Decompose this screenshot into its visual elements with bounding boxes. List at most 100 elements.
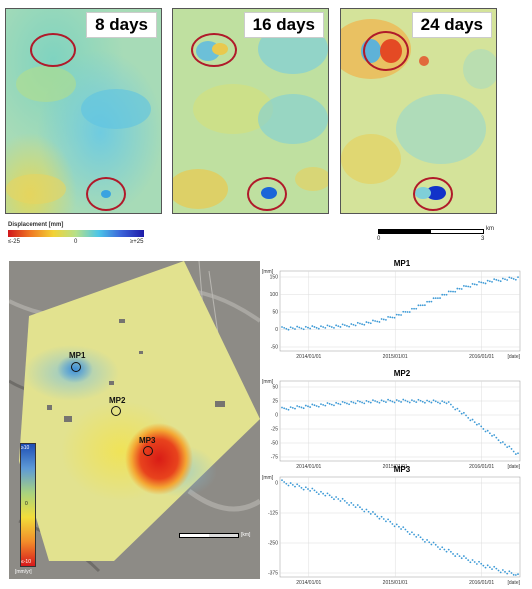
- chart-y-tick: -50: [271, 345, 278, 351]
- chart-point: [411, 307, 413, 310]
- chart-y-tick: -75: [271, 455, 278, 461]
- chart-point: [307, 405, 309, 408]
- chart-point: [391, 400, 394, 403]
- chart-point: [501, 441, 504, 443]
- chart-point: [404, 399, 407, 402]
- chart-point: [389, 316, 392, 319]
- chart-point: [356, 321, 359, 324]
- map-scale-bar: [179, 533, 239, 538]
- map-point-mp1[interactable]: [71, 362, 81, 372]
- velocity-map-graphic: [9, 261, 260, 579]
- chart-point: [378, 321, 381, 323]
- chart-point: [283, 326, 286, 329]
- chart-point: [501, 569, 504, 571]
- chart-point: [447, 290, 450, 293]
- chart-point: [304, 404, 307, 407]
- chart-point: [365, 321, 368, 323]
- chart-point: [504, 278, 506, 281]
- chart-point: [328, 494, 331, 497]
- chart-y-tick: 0: [275, 481, 278, 487]
- chart-point: [514, 453, 517, 455]
- chart-point: [374, 400, 377, 402]
- chart-y-tick: 150: [270, 275, 279, 281]
- chart-point: [315, 405, 318, 407]
- chart-x-unit: [date]: [507, 354, 520, 360]
- chart-point: [324, 494, 327, 497]
- chart-point: [289, 326, 292, 329]
- chart-point: [478, 422, 480, 425]
- chart-point: [439, 297, 441, 299]
- chart-x-unit: [date]: [507, 580, 520, 586]
- chart-point: [413, 533, 415, 536]
- chart-point: [497, 569, 500, 572]
- chart-point: [313, 326, 316, 328]
- chart-y-tick: -250: [268, 541, 278, 547]
- chart-point: [380, 399, 383, 402]
- chart-point: [413, 307, 415, 310]
- chart-x-tick: 2015/01/01: [383, 354, 408, 360]
- chart-point: [350, 400, 353, 403]
- colorbar-mid-label: 0: [25, 501, 28, 507]
- chart-point: [326, 402, 329, 404]
- chart-point: [493, 434, 496, 436]
- chart-y-unit: [mm]: [262, 379, 274, 385]
- chart-point: [382, 318, 385, 321]
- chart-point: [304, 325, 307, 328]
- chart-point: [361, 508, 364, 511]
- chart-point: [469, 561, 472, 564]
- chart-point: [398, 313, 400, 316]
- chart-point: [283, 407, 286, 410]
- chart-point: [387, 315, 389, 318]
- displacement-map-8-days: [6, 9, 161, 213]
- chart-point: [452, 290, 454, 293]
- chart-point: [471, 418, 474, 421]
- chart-y-unit: [mm]: [262, 475, 274, 481]
- chart-point: [348, 504, 351, 506]
- chart-point: [352, 504, 355, 506]
- chart-point: [354, 402, 357, 405]
- chart-point: [478, 560, 480, 563]
- chart-point: [443, 401, 446, 404]
- highlight-circle-upper: [363, 31, 409, 71]
- chart-y-tick: -50: [271, 441, 278, 447]
- chart-point: [467, 416, 470, 419]
- chart-point: [419, 304, 422, 307]
- chart-point: [445, 402, 448, 405]
- map-point-mp3-label: MP3: [139, 436, 156, 445]
- chart-point: [426, 539, 428, 541]
- chart-point: [356, 399, 359, 402]
- chart-point: [324, 404, 327, 407]
- chart-point: [458, 555, 461, 558]
- chart-point: [491, 280, 493, 283]
- chart-point: [300, 327, 303, 330]
- chart-point: [497, 439, 500, 442]
- chart-point: [361, 323, 364, 326]
- displacement-colorbar: [8, 230, 144, 237]
- chart-point: [454, 555, 457, 557]
- chart-point: [361, 401, 364, 404]
- chart-point: [456, 287, 459, 290]
- colorbar-unit: [mm/yr]: [15, 569, 32, 575]
- chart-point: [400, 314, 402, 316]
- chart-point: [430, 300, 433, 303]
- highlight-circle-upper: [191, 33, 237, 67]
- chart-point: [382, 400, 385, 403]
- map-point-mp2[interactable]: [111, 406, 121, 416]
- chart-point: [512, 450, 515, 453]
- chart-point: [281, 479, 283, 482]
- map-point-mp3[interactable]: [143, 446, 153, 456]
- chart-point: [508, 276, 511, 279]
- chart-point: [346, 502, 348, 504]
- chart-point: [439, 548, 441, 551]
- chart-point: [389, 520, 392, 523]
- chart-point: [499, 571, 502, 574]
- chart-point: [339, 500, 342, 502]
- chart-point: [283, 481, 286, 483]
- chart-point: [337, 325, 340, 328]
- chart-y-tick: -25: [271, 427, 278, 433]
- chart-point: [462, 411, 465, 414]
- chart-point: [294, 328, 296, 330]
- chart-point: [346, 325, 348, 327]
- chart-point: [309, 489, 312, 492]
- chart-point: [333, 326, 335, 329]
